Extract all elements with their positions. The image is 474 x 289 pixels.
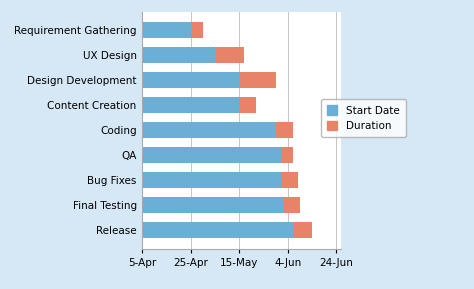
- Bar: [239, 97, 256, 113]
- Bar: [142, 172, 281, 188]
- Bar: [142, 47, 215, 63]
- Bar: [283, 197, 300, 213]
- Legend: Start Date, Duration: Start Date, Duration: [321, 99, 406, 137]
- Bar: [281, 172, 298, 188]
- Bar: [142, 72, 239, 88]
- Bar: [293, 222, 312, 238]
- Bar: [142, 22, 191, 38]
- Bar: [142, 147, 281, 163]
- Bar: [142, 197, 283, 213]
- Bar: [276, 122, 293, 138]
- Bar: [215, 47, 244, 63]
- Bar: [142, 122, 276, 138]
- Bar: [142, 222, 293, 238]
- Bar: [191, 22, 203, 38]
- Bar: [239, 72, 276, 88]
- Bar: [281, 147, 293, 163]
- Bar: [142, 97, 239, 113]
